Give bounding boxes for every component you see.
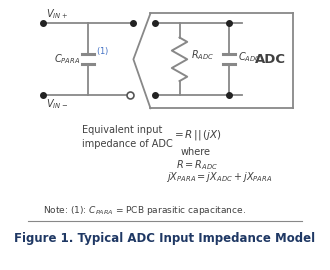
Text: Note: (1): $C_{PARA}$ = PCB parasitic capacitance.: Note: (1): $C_{PARA}$ = PCB parasitic ca… (43, 204, 246, 217)
Text: $R = R_{ADC}$: $R = R_{ADC}$ (176, 158, 218, 171)
Text: $V_{IN+}$: $V_{IN+}$ (46, 7, 68, 21)
Text: $R_{ADC}$: $R_{ADC}$ (191, 48, 214, 62)
Text: ADC: ADC (254, 53, 285, 66)
Text: Figure 1. Typical ADC Input Impedance Model: Figure 1. Typical ADC Input Impedance Mo… (15, 232, 315, 245)
Text: $C_{ADC}$: $C_{ADC}$ (239, 50, 262, 64)
Text: $jX_{PARA} = jX_{ADC} + jX_{PARA}$: $jX_{PARA} = jX_{ADC} + jX_{PARA}$ (166, 170, 272, 184)
Text: where: where (181, 147, 210, 157)
Text: $C_{PARA}$: $C_{PARA}$ (54, 52, 81, 66)
Text: $V_{IN-}$: $V_{IN-}$ (46, 97, 68, 111)
Text: $(1)$: $(1)$ (96, 45, 109, 57)
Text: Equivalent input
impedance of ADC: Equivalent input impedance of ADC (82, 125, 173, 149)
Text: $= R\,||\,(jX)$: $= R\,||\,(jX)$ (172, 128, 221, 142)
